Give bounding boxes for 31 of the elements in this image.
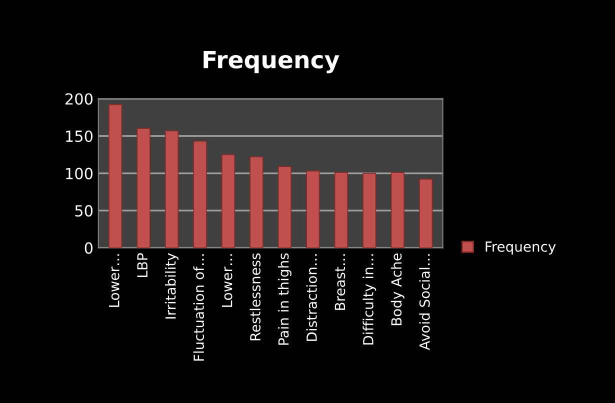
bar <box>278 166 292 248</box>
x-tick-label: Body Ache <box>390 253 404 326</box>
x-tick-label: Avoid Social… <box>419 254 430 350</box>
bar <box>250 156 264 248</box>
bar <box>419 178 433 248</box>
legend-label: Frequency <box>486 242 556 255</box>
bar <box>334 172 348 248</box>
bar <box>136 128 150 248</box>
bar <box>165 130 179 248</box>
bar <box>221 154 236 248</box>
x-tick-label: LBP <box>137 253 148 277</box>
bar <box>362 172 376 248</box>
x-tick-label: Difficulty in… <box>362 254 376 344</box>
bar <box>306 170 320 248</box>
x-tick-label: Fluctuation of… <box>193 254 204 361</box>
y-tick-label: 0 <box>84 242 93 254</box>
x-tick-label: Breast… <box>334 254 346 310</box>
bar <box>390 172 404 248</box>
x-tick-label: Distraction… <box>306 254 317 341</box>
bar <box>193 140 207 248</box>
x-tick-label: Pain in thighs <box>278 253 292 345</box>
y-tick-label: 150 <box>66 130 93 142</box>
x-tick-label: Restlessness <box>250 253 261 340</box>
bar <box>108 104 122 248</box>
x-tick-label: Lower… <box>222 254 232 307</box>
chart-title: Frequency <box>204 50 340 74</box>
x-tick-label: Lower… <box>109 254 120 307</box>
y-tick-label: 200 <box>65 93 93 105</box>
y-tick-label: 100 <box>66 168 93 180</box>
x-tick-label: Irritability <box>165 253 179 318</box>
y-tick-label: 50 <box>75 205 93 217</box>
